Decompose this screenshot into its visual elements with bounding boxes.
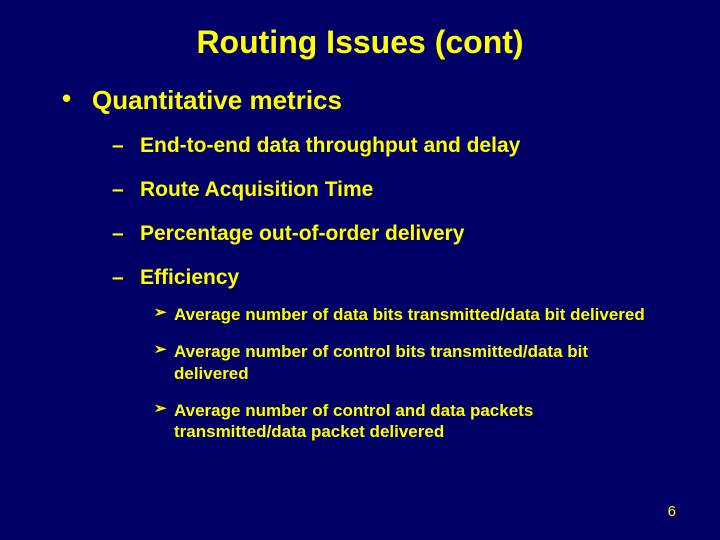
sub-item-label: Efficiency <box>140 266 239 290</box>
bullet-marker: • <box>62 85 92 116</box>
eff-item: ➢ Average number of data bits transmitte… <box>154 304 680 325</box>
page-number: 6 <box>668 503 676 520</box>
arrow-icon: ➢ <box>154 341 174 384</box>
bullet-level1: • Quantitative metrics <box>62 85 680 116</box>
eff-item: ➢ Average number of control bits transmi… <box>154 341 680 384</box>
slide-title: Routing Issues (cont) <box>40 18 680 61</box>
eff-item-label: Average number of control and data packe… <box>174 400 654 443</box>
dash-marker: – <box>112 178 140 202</box>
eff-item: ➢ Average number of control and data pac… <box>154 400 680 443</box>
sub-item: – Route Acquisition Time <box>112 178 680 202</box>
sub-item: – Efficiency <box>112 266 680 290</box>
sub-item: – End-to-end data throughput and delay <box>112 134 680 158</box>
eff-item-label: Average number of data bits transmitted/… <box>174 304 645 325</box>
sub-item: – Percentage out-of-order delivery <box>112 222 680 246</box>
sub-item-label: Percentage out-of-order delivery <box>140 222 464 246</box>
slide: Routing Issues (cont) • Quantitative met… <box>0 0 720 540</box>
dash-marker: – <box>112 134 140 158</box>
arrow-icon: ➢ <box>154 400 174 443</box>
bullet-label: Quantitative metrics <box>92 85 342 116</box>
arrow-icon: ➢ <box>154 304 174 325</box>
dash-marker: – <box>112 266 140 290</box>
dash-marker: – <box>112 222 140 246</box>
eff-item-label: Average number of control bits transmitt… <box>174 341 654 384</box>
sub-item-label: End-to-end data throughput and delay <box>140 134 520 158</box>
sub-item-label: Route Acquisition Time <box>140 178 373 202</box>
